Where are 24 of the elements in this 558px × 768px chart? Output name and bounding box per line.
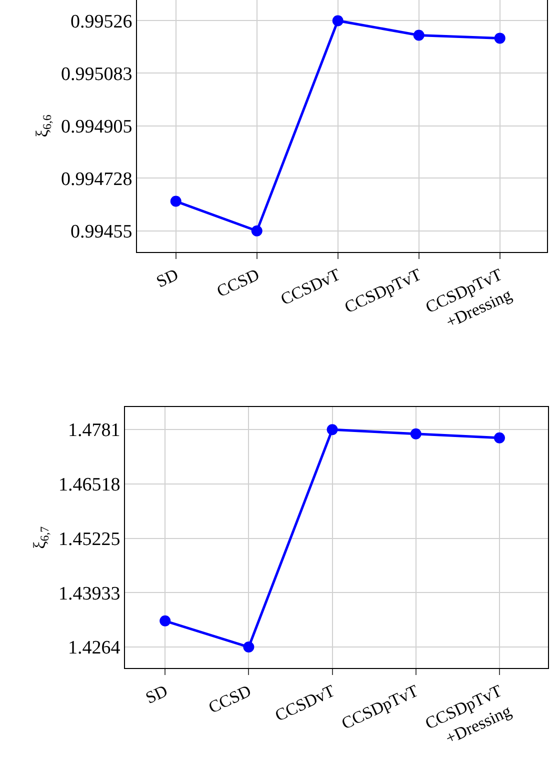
point	[243, 642, 254, 653]
point	[494, 432, 505, 444]
point	[332, 15, 344, 26]
y-tick-label: 0.995083	[60, 64, 132, 85]
y-tick-label: 1.45225	[58, 528, 120, 550]
y-tick-label: 1.46518	[58, 474, 120, 496]
x-tick-label: CCSD	[206, 681, 254, 718]
point	[251, 225, 262, 236]
y-tick-label: 0.994728	[60, 168, 132, 190]
point	[160, 615, 171, 626]
point	[326, 424, 338, 436]
y-tick-label: 1.43933	[58, 583, 120, 604]
y-tick-label: 1.4781	[68, 420, 120, 442]
point	[170, 196, 182, 207]
y-tick-label: 0.99455	[70, 222, 132, 243]
point	[413, 30, 424, 41]
y-tick-label: 1.4264	[68, 638, 121, 659]
y-tick-label: 0.99526	[70, 11, 132, 32]
x-tick-label: SD	[142, 681, 170, 708]
y-tick-label: 0.994905	[60, 116, 132, 138]
point	[494, 32, 506, 44]
x-tick-label: CCSD	[214, 264, 262, 301]
point	[410, 428, 422, 440]
x-tick-label: SD	[153, 264, 182, 292]
